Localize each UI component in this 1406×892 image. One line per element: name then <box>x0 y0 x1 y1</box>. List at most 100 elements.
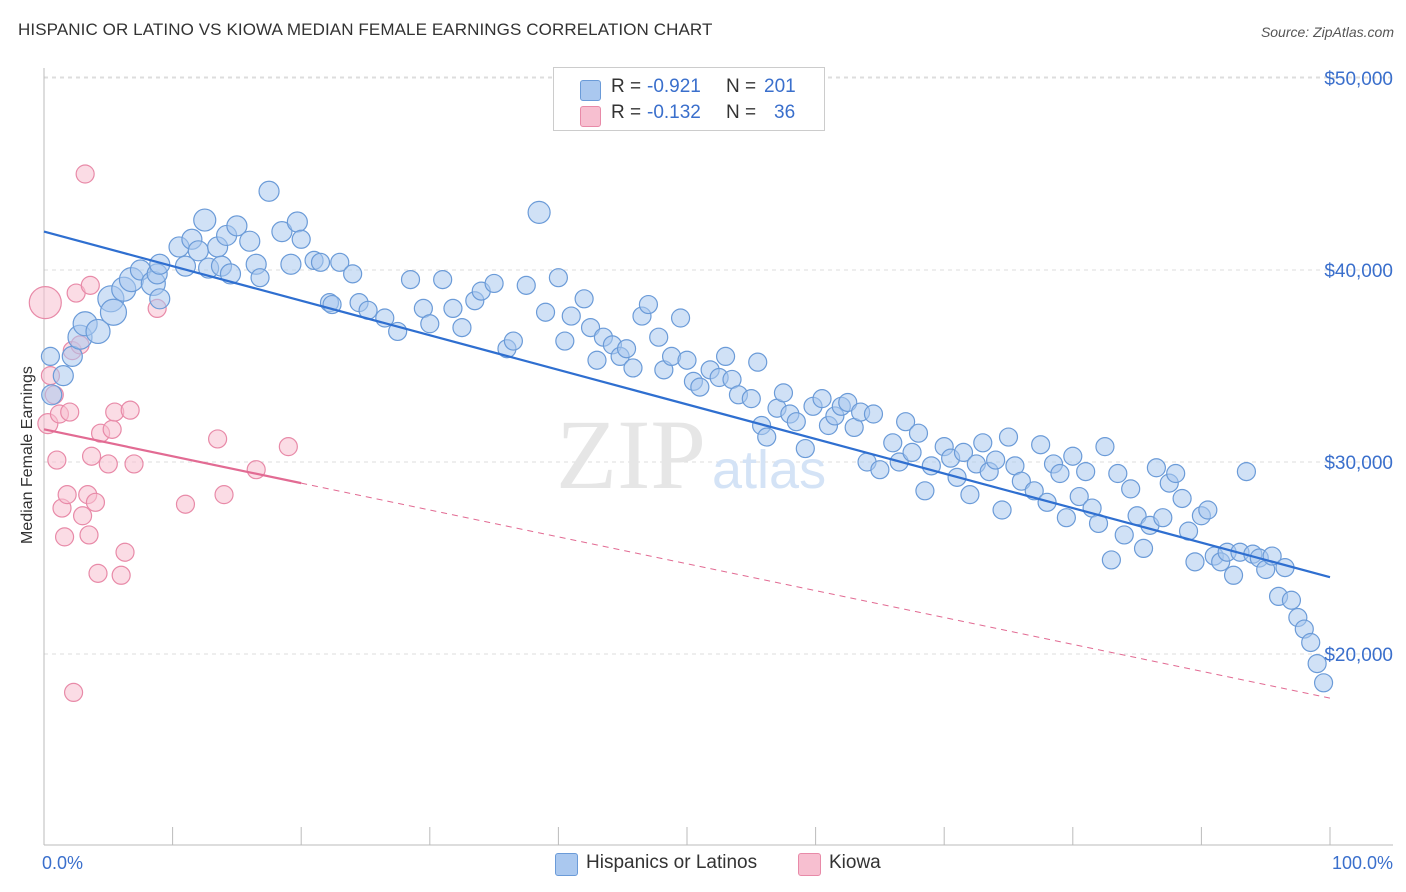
hispanic-point <box>280 253 302 275</box>
hispanic-point <box>986 450 1006 470</box>
pink-swatch <box>580 106 601 127</box>
kiowa-point <box>124 454 144 474</box>
hispanic-point <box>1121 479 1141 499</box>
blue-swatch <box>555 853 578 876</box>
kiowa-point <box>75 164 95 184</box>
kiowa-point <box>72 506 93 526</box>
kiowa-point <box>120 400 140 420</box>
r-label: R = <box>611 102 642 123</box>
y-tick-label: $50,000 <box>1324 69 1393 90</box>
r-label: R = <box>611 76 642 97</box>
kiowa-point <box>208 429 228 449</box>
hispanic-point <box>535 302 556 322</box>
hispanic-point <box>484 273 504 294</box>
kiowa-point <box>54 527 75 547</box>
hispanic-point <box>786 412 806 432</box>
hispanic-point <box>883 433 903 453</box>
hispanic-point <box>561 306 581 326</box>
hispanic-point <box>291 229 311 249</box>
hispanic-point <box>1056 508 1076 528</box>
watermark-zip: ZIP <box>556 399 706 510</box>
hispanic-point <box>41 384 63 406</box>
y-tick-label: $20,000 <box>1324 645 1393 666</box>
hispanic-point <box>812 389 832 409</box>
hispanic-point <box>915 481 935 501</box>
y-axis-label: Median Female Earnings <box>19 366 36 544</box>
hispanic-point <box>1198 500 1218 520</box>
hispanic-point <box>623 358 643 378</box>
watermark: ZIP atlas <box>556 399 826 510</box>
hispanic-point <box>670 308 691 328</box>
hispanic-point <box>1223 565 1244 585</box>
hispanic-point <box>1307 653 1327 674</box>
pink-swatch <box>798 853 821 876</box>
r-value: -0.921 <box>647 76 701 97</box>
kiowa-point <box>102 419 122 439</box>
hispanic-point <box>838 392 858 413</box>
hispanic-point <box>748 352 768 372</box>
n-label: N = <box>726 76 757 97</box>
hispanic-point <box>1108 463 1128 484</box>
hispanic-point <box>1313 673 1334 693</box>
n-label: N = <box>726 102 757 123</box>
hispanic-point <box>226 215 248 237</box>
hispanic-point <box>149 253 171 275</box>
hispanic-point <box>555 331 575 351</box>
hispanic-point <box>503 331 523 351</box>
hispanic-point <box>343 264 363 284</box>
kiowa-points <box>28 164 298 703</box>
hispanic-points <box>40 180 1334 693</box>
n-value: 36 <box>774 102 796 123</box>
kiowa-point <box>28 286 62 320</box>
kiowa-trend-line <box>43 428 302 485</box>
hispanic-point <box>1050 463 1070 484</box>
blue-swatch <box>580 80 601 101</box>
hispanic-point <box>1031 435 1051 455</box>
hispanic-point <box>677 350 697 370</box>
hispanic-point <box>548 268 569 288</box>
hispanic-point <box>443 298 463 318</box>
hispanic-point <box>795 438 815 459</box>
hispanic-point <box>953 442 974 462</box>
hispanic-point <box>1076 462 1096 482</box>
hispanic-point <box>580 318 601 338</box>
y-tick-label: $40,000 <box>1324 261 1393 282</box>
kiowa-point <box>79 525 99 545</box>
hispanic-point <box>1172 488 1192 509</box>
hispanic-point <box>286 211 308 233</box>
kiowa-point <box>278 437 298 457</box>
hispanic-point <box>250 268 270 288</box>
hispanic-point <box>1063 446 1083 466</box>
hispanic-point <box>322 294 342 315</box>
kiowa-point <box>111 565 131 585</box>
hispanic-point <box>85 318 111 345</box>
hispanic-point <box>516 275 536 295</box>
hispanic-point <box>219 263 242 285</box>
hispanic-point <box>239 230 261 252</box>
hispanic-point <box>400 270 421 290</box>
kiowa-point <box>85 492 106 512</box>
hispanic-point <box>1153 508 1173 528</box>
chart-title: HISPANIC OR LATINO VS KIOWA MEDIAN FEMAL… <box>18 20 713 39</box>
kiowa-point <box>63 682 84 703</box>
hispanic-point <box>616 339 637 359</box>
hispanic-point <box>870 460 890 480</box>
hispanic-point <box>1101 550 1121 570</box>
kiowa-point <box>175 494 196 514</box>
hispanic-point <box>187 240 209 262</box>
kiowa-point <box>88 563 108 583</box>
hispanic-point <box>1011 471 1031 491</box>
kiowa-trend-extension <box>301 482 1331 699</box>
kiowa-point <box>47 450 67 470</box>
hispanic-point <box>1146 458 1166 478</box>
stats-legend: R = -0.921 N = 201 R = -0.132 N = 36 <box>553 67 825 131</box>
legend-label: Hispanics or Latinos <box>586 852 758 873</box>
hispanic-point <box>1133 538 1154 559</box>
hispanic-point <box>998 427 1019 447</box>
n-value: 201 <box>764 76 796 97</box>
hispanic-point <box>973 433 993 453</box>
hispanic-point <box>1024 481 1044 501</box>
hispanic-point <box>99 298 128 326</box>
kiowa-point <box>81 446 102 466</box>
